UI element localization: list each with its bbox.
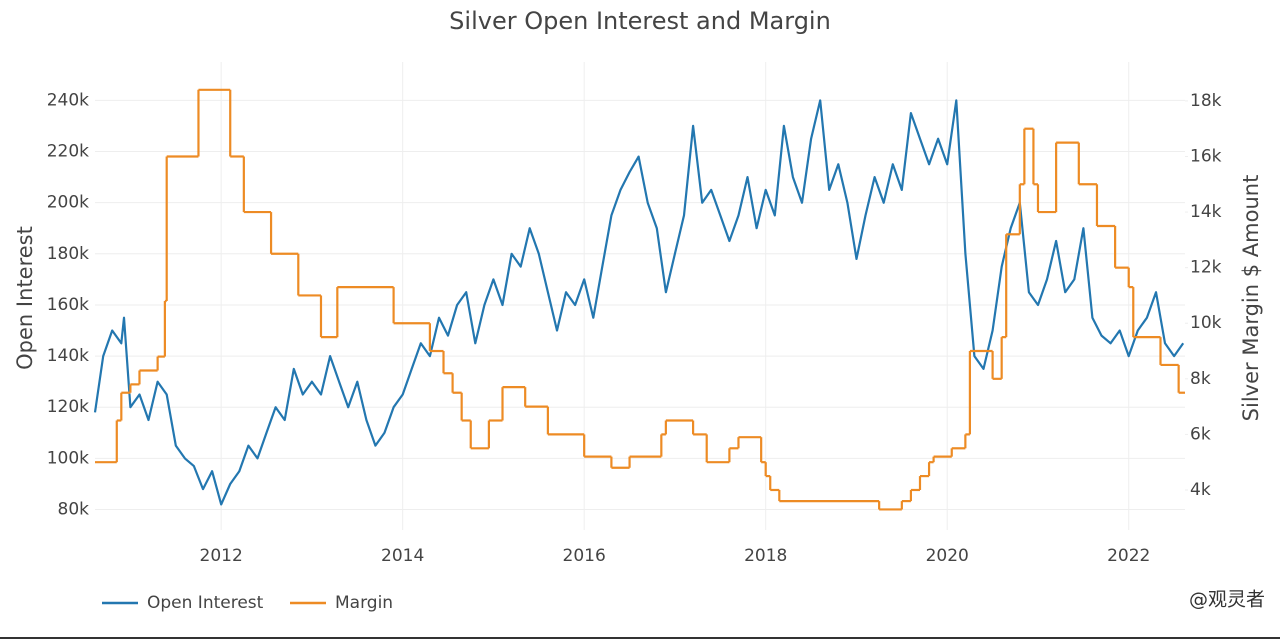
x-tick-label: 2022: [1107, 546, 1150, 566]
y2-tick-label: 4k: [1190, 480, 1211, 500]
y-tick-label: 80k: [58, 500, 90, 520]
y-tick-label: 140k: [47, 346, 89, 366]
y2-tick-label: 10k: [1190, 313, 1222, 333]
y-axis-title: Open Interest: [13, 226, 37, 370]
y2-tick-label: 6k: [1190, 424, 1211, 444]
x-tick-label: 2016: [563, 546, 606, 566]
x-tick-label: 2020: [926, 546, 969, 566]
y2-tick-label: 18k: [1190, 91, 1222, 111]
x-tick-label: 2014: [381, 546, 424, 566]
y2-tick-label: 14k: [1190, 202, 1222, 222]
line: [93, 99, 1185, 506]
y2-tick-label: 12k: [1190, 258, 1222, 278]
y-tick-label: 160k: [47, 295, 89, 315]
y-tick-label: 180k: [47, 244, 89, 264]
x-tick-label: 2018: [744, 546, 787, 566]
legend-label: Margin: [335, 593, 393, 613]
x-tick-label: 2012: [200, 546, 243, 566]
legend-label: Open Interest: [147, 593, 264, 613]
chart-title: Silver Open Interest and Margin: [449, 7, 831, 35]
y-tick-label: 220k: [47, 142, 89, 162]
y2-tick-label: 16k: [1190, 146, 1222, 166]
y2-tick-label: 8k: [1190, 369, 1211, 389]
y-tick-label: 100k: [47, 448, 89, 468]
y-tick-label: 200k: [47, 193, 89, 213]
watermark: @观灵者: [1189, 589, 1265, 611]
y-tick-label: 120k: [47, 397, 89, 417]
y-tick-label: 240k: [47, 90, 89, 110]
y2-axis-title: Silver Margin $ Amount: [1239, 175, 1263, 422]
